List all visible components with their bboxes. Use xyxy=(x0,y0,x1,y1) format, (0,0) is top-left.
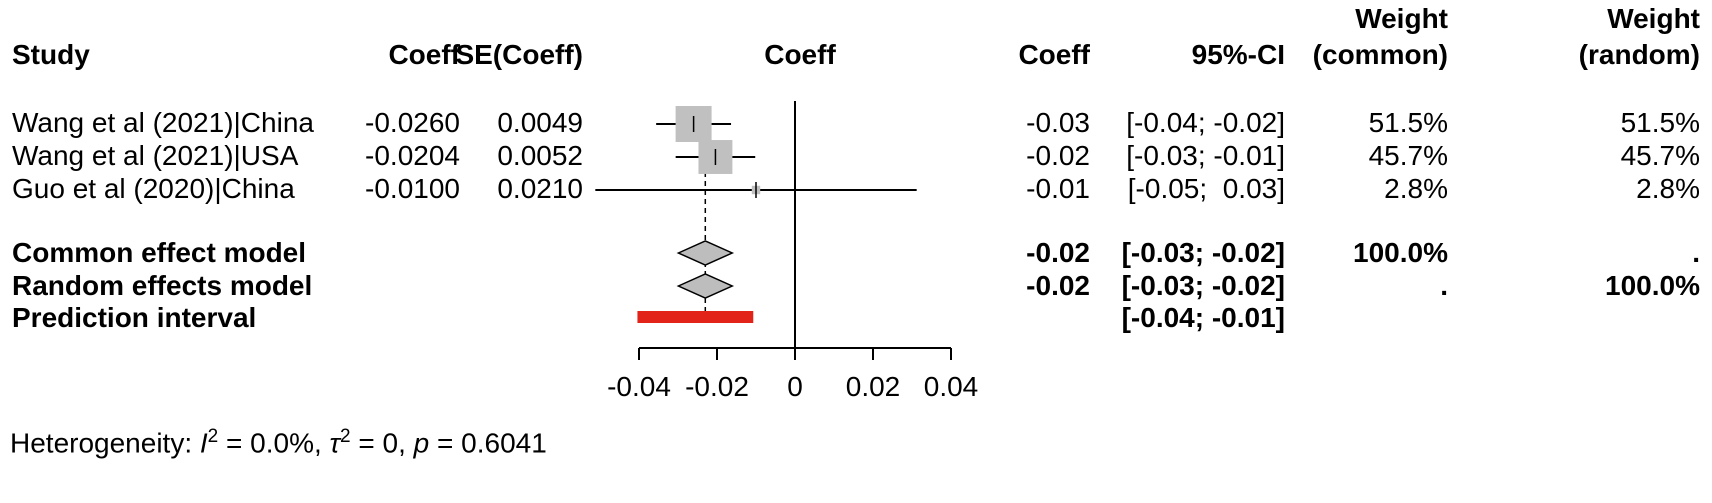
summary-weight-random: 100.0% xyxy=(1605,270,1700,301)
summary-ci: [-0.03; -0.02] xyxy=(1121,237,1285,268)
summary-weight-common: . xyxy=(1440,270,1448,301)
x-axis-tick-label: -0.02 xyxy=(685,371,749,402)
header-coeff-right: Coeff xyxy=(1018,39,1090,70)
x-axis-tick-label: 0.02 xyxy=(846,371,901,402)
prediction-label: Prediction interval xyxy=(12,302,257,333)
forest-plot-graphic: -0.04 -0.02 0 0.02 0.04 xyxy=(595,101,979,402)
study-coeff: -0.0260 xyxy=(365,107,460,138)
i-squared-value: = 0.0%, xyxy=(218,427,330,459)
study-coeff-rounded: -0.02 xyxy=(1026,140,1090,171)
header-plot-coeff: Coeff xyxy=(764,39,836,70)
p-value: = 0.6041 xyxy=(429,427,547,459)
study-se: 0.0210 xyxy=(497,173,583,204)
tau-squared-symbol: τ xyxy=(329,427,341,459)
study-coeff: -0.0204 xyxy=(365,140,460,171)
i-squared-sup: 2 xyxy=(207,426,219,447)
tau-squared-sup: 2 xyxy=(340,426,351,447)
header-weight-common-bottom: (common) xyxy=(1312,39,1448,70)
header-study: Study xyxy=(12,39,90,70)
prediction-interval-bar xyxy=(637,311,754,323)
p-symbol: p xyxy=(413,427,430,459)
header-weight-common-top: Weight xyxy=(1355,3,1448,34)
study-se: 0.0052 xyxy=(497,140,583,171)
study-coeff-rounded: -0.01 xyxy=(1026,173,1090,204)
study-coeff-rounded: -0.03 xyxy=(1026,107,1090,138)
heterogeneity-prefix: Heterogeneity: xyxy=(10,427,200,459)
summary-coeff: -0.02 xyxy=(1026,270,1090,301)
study-name: Wang et al (2021)|USA xyxy=(12,140,299,171)
summary-diamond xyxy=(676,240,735,266)
heterogeneity-note: Heterogeneity: I2 = 0.0%, τ2 = 0, p = 0.… xyxy=(10,420,547,460)
study-ci: [-0.05; 0.03] xyxy=(1127,173,1285,204)
header-se-coeff: SE(Coeff) xyxy=(455,39,583,70)
summary-ci: [-0.03; -0.02] xyxy=(1121,270,1285,301)
summary-coeff: -0.02 xyxy=(1026,237,1090,268)
study-weight-random: 2.8% xyxy=(1636,173,1700,204)
tau-squared-value: = 0, xyxy=(350,427,414,459)
header-weight-random-top: Weight xyxy=(1607,3,1700,34)
x-axis-tick-label: 0.04 xyxy=(924,371,979,402)
study-name: Guo et al (2020)|China xyxy=(12,173,295,204)
study-name: Wang et al (2021)|China xyxy=(12,107,314,138)
study-ci: [-0.03; -0.01] xyxy=(1126,140,1285,171)
header-ci: 95%-CI xyxy=(1191,39,1285,70)
study-weight-random: 45.7% xyxy=(1620,140,1700,171)
summary-weight-random: . xyxy=(1692,237,1700,268)
summary-label: Common effect model xyxy=(12,237,307,268)
study-ci: [-0.04; -0.02] xyxy=(1126,107,1285,138)
x-axis-tick-label: -0.04 xyxy=(607,371,671,402)
study-se: 0.0049 xyxy=(497,107,583,138)
study-weight-common: 45.7% xyxy=(1368,140,1448,171)
x-axis-tick-label: 0 xyxy=(787,371,803,402)
study-coeff: -0.0100 xyxy=(365,173,460,204)
study-weight-common: 51.5% xyxy=(1368,107,1448,138)
summary-label: Random effects model xyxy=(12,270,313,301)
study-weight-common: 2.8% xyxy=(1384,173,1448,204)
i-squared-symbol: I xyxy=(199,427,208,459)
summary-diamond xyxy=(676,273,735,299)
header-coeff: Coeff xyxy=(388,39,460,70)
prediction-ci: [-0.04; -0.01] xyxy=(1121,302,1285,333)
study-weight-random: 51.5% xyxy=(1620,107,1700,138)
summary-weight-common: 100.0% xyxy=(1353,237,1448,268)
header-weight-random-bottom: (random) xyxy=(1578,39,1700,70)
